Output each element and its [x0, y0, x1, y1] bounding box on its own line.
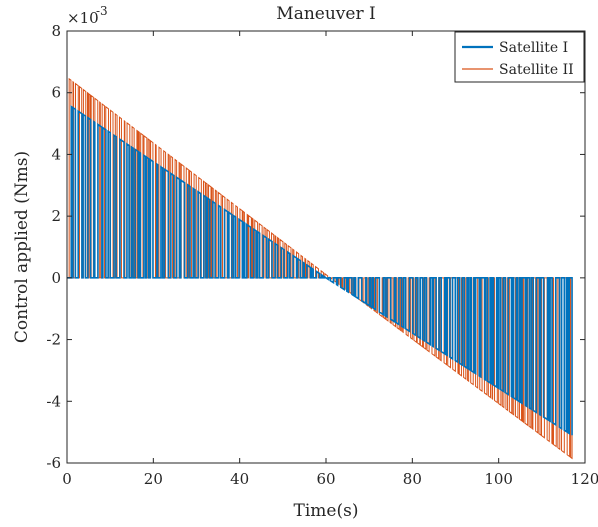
chart-title: Maneuver I	[276, 4, 375, 24]
y-tick-label: 6	[51, 84, 61, 102]
y-tick-label: 8	[51, 22, 61, 40]
y-tick-label: 0	[51, 269, 61, 287]
y-tick-label: -4	[46, 392, 61, 410]
x-axis: 0 20 40 60 80 100 120	[62, 31, 598, 488]
y-tick-label: 4	[51, 145, 61, 163]
x-tick-label: 60	[316, 470, 335, 488]
x-tick-label: 0	[62, 470, 72, 488]
legend-box	[454, 31, 585, 83]
legend-label-satellite-ii: Satellite II	[499, 62, 574, 78]
exponent-power: -3	[96, 4, 108, 18]
legend: Satellite I Satellite II	[454, 31, 585, 83]
y-tick-label: -6	[46, 454, 61, 472]
exponent-base: ×10	[67, 9, 99, 27]
y-tick-label: 2	[51, 207, 61, 225]
x-tick-label: 120	[571, 470, 598, 488]
series-line-satellite-ii	[67, 77, 573, 460]
y-axis-exponent: ×10 -3	[67, 4, 108, 27]
x-tick-label: 20	[144, 470, 163, 488]
y-tick-label: -2	[46, 331, 61, 349]
y-axis-title: Control applied (Nms)	[12, 151, 32, 343]
x-tick-label: 100	[484, 470, 513, 488]
y-axis: -6 -4 -2 0 2 4 6 8	[46, 22, 585, 472]
series-line-satellite-i	[67, 105, 573, 436]
x-tick-label: 40	[230, 470, 249, 488]
legend-label-satellite-i: Satellite I	[499, 40, 568, 56]
x-tick-label: 80	[403, 470, 422, 488]
x-axis-title: Time(s)	[294, 501, 359, 521]
